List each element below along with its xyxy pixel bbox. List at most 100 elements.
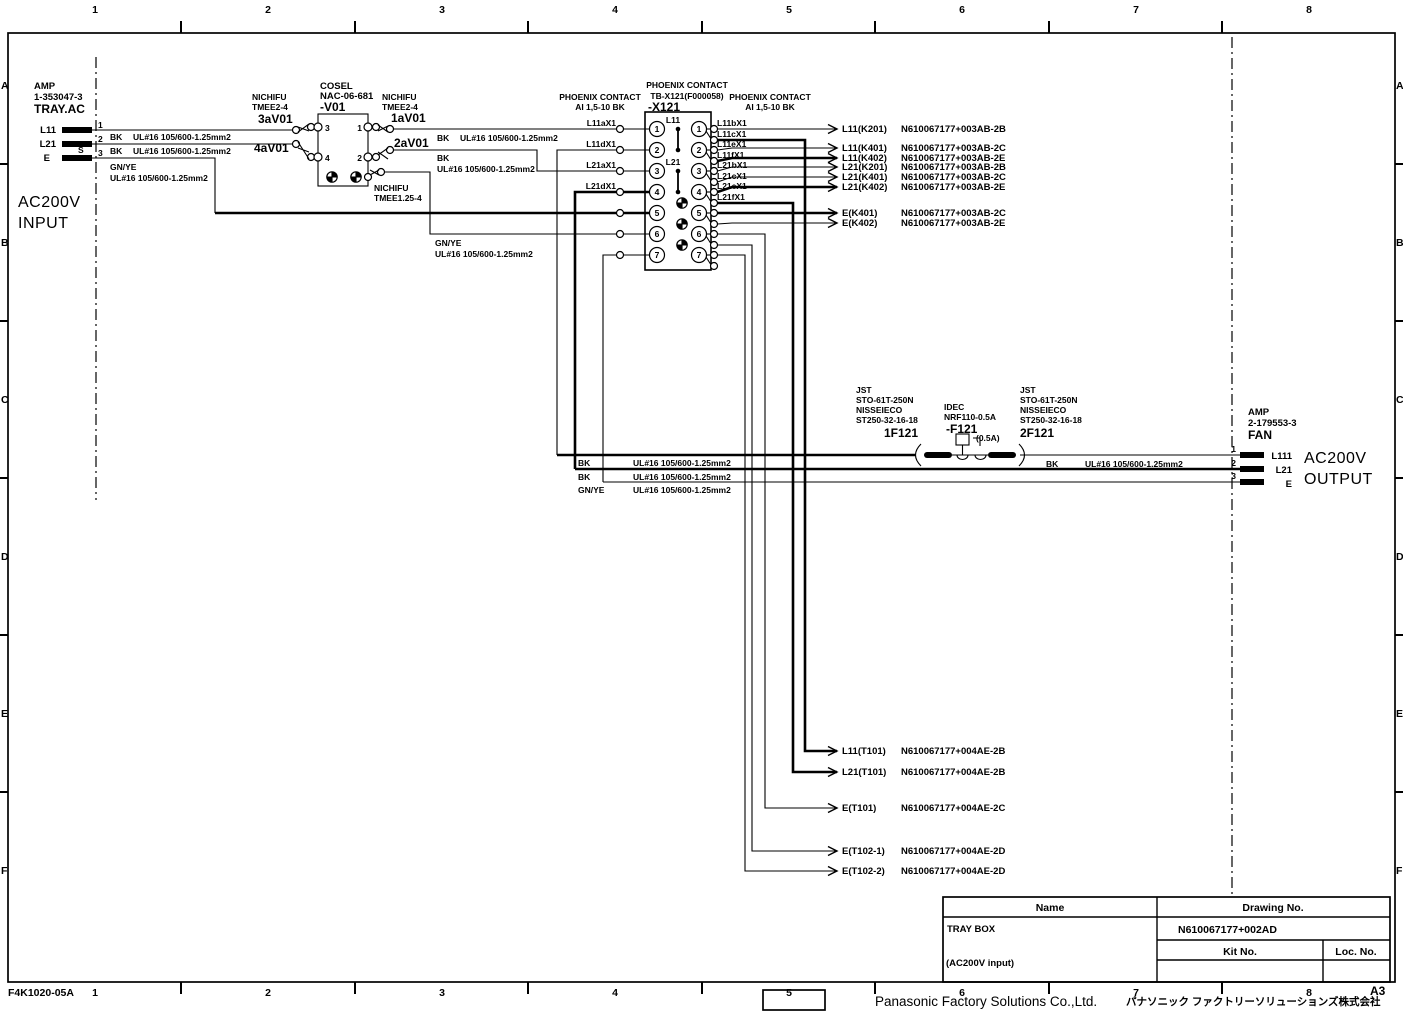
output-drawing-ref: N610067177+004AE-2B bbox=[901, 746, 1005, 757]
fan-signal: E bbox=[1286, 479, 1292, 490]
input-part: 1-353047-3 bbox=[34, 92, 83, 103]
column-label: 3 bbox=[439, 4, 445, 16]
column-label: 8 bbox=[1306, 987, 1312, 999]
column-ruler-top: 1 2 3 4 5 6 7 8 bbox=[92, 4, 1312, 16]
terminal-row: 7 7 bbox=[615, 246, 719, 271]
input-ref: TRAY.AC bbox=[34, 102, 85, 116]
terminal-number: 7 bbox=[655, 250, 660, 260]
output-drawing-ref: N610067177+003AB-2C bbox=[901, 208, 1006, 219]
title-name-note: (AC200V input) bbox=[946, 958, 1014, 969]
column-label: 7 bbox=[1133, 987, 1139, 999]
quick-disconnect-bar bbox=[988, 452, 1016, 458]
fan-mfr: AMP bbox=[1248, 407, 1270, 418]
output-signal: L21(K402) bbox=[842, 182, 887, 193]
input-pin-bar bbox=[62, 127, 92, 133]
jumper-label: L11 bbox=[666, 115, 680, 125]
filter-pin-number: 4 bbox=[325, 153, 330, 163]
ferrule-type-left: AI 1,5-10 BK bbox=[575, 102, 625, 112]
disconnect-ref-1F121: 1F121 bbox=[884, 426, 918, 440]
output-signal: E(T102-1) bbox=[842, 846, 885, 857]
input-voltage-line1: AC200V bbox=[18, 194, 81, 211]
title-loc-header: Loc. No. bbox=[1335, 946, 1376, 958]
output-wires-bottom: L11(T101) N610067177+004AE-2B L21(T101) … bbox=[717, 138, 1005, 877]
ferrule-labels-left: L11aX1 L11dX1 L21aX1 L21dX1 bbox=[586, 118, 617, 191]
terminal-block-headers: PHOENIX CONTACT AI 1,5-10 BK PHOENIX CON… bbox=[559, 80, 811, 114]
input-connector: AMP 1-353047-3 TRAY.AC L11 L21 E S 1 2 3… bbox=[18, 81, 103, 232]
wire-id-label: L11bX1 bbox=[717, 118, 747, 128]
row-label: B bbox=[1396, 237, 1403, 249]
disconnect-mfr2: NISSEIECO bbox=[856, 405, 903, 415]
column-label: 5 bbox=[786, 987, 792, 999]
fan-pin-bar bbox=[1240, 479, 1264, 485]
wire-color-label: BK bbox=[110, 146, 123, 156]
column-label: 4 bbox=[612, 987, 618, 999]
wire-color-label: GN/YE bbox=[435, 238, 462, 248]
terminal-row: 5 5 bbox=[615, 204, 719, 229]
input-signal: E bbox=[44, 153, 50, 164]
wire-spec-label: UL#16 105/600-1.25mm2 bbox=[437, 164, 535, 174]
output-drawing-ref: N610067177+004AE-2C bbox=[901, 803, 1005, 814]
wire-spec-label: UL#16 105/600-1.25mm2 bbox=[633, 458, 731, 468]
output-signal: L21(T101) bbox=[842, 767, 886, 778]
wire-spec-label: UL#16 105/600-1.25mm2 bbox=[133, 146, 231, 156]
column-label: 2 bbox=[265, 987, 271, 999]
output-signal: L21(K201) bbox=[842, 162, 887, 173]
output-voltage-line2: OUTPUT bbox=[1304, 471, 1373, 488]
output-voltage-line1: AC200V bbox=[1304, 450, 1367, 467]
disconnect-part: STO-61T-250N bbox=[856, 395, 913, 405]
input-pin-bar bbox=[62, 155, 92, 161]
row-label: F bbox=[1, 865, 8, 877]
terminal-row: 3 3 bbox=[615, 162, 719, 187]
wire-id-label: L11eX1 bbox=[717, 139, 747, 149]
crimp-type: TMEE2-4 bbox=[252, 102, 288, 112]
output-drawing-ref: N610067177+004AE-2D bbox=[901, 866, 1005, 877]
filter-pin-number: 1 bbox=[357, 123, 362, 133]
terminal-number: 2 bbox=[697, 145, 702, 155]
fan-connector: AMP 2-179553-3 FAN 1 2 3 L111 L21 E AC20… bbox=[1231, 407, 1373, 490]
output-signal: L11(K401) bbox=[842, 143, 887, 154]
row-label: C bbox=[1396, 394, 1403, 406]
company-name-jp: パナソニック ファクトリーソリューションズ株式会社 bbox=[1126, 995, 1381, 1008]
row-label: D bbox=[1396, 551, 1403, 563]
crimp-mfr: NICHIFU bbox=[252, 92, 286, 102]
ferrule-mfr-right: PHOENIX CONTACT bbox=[729, 92, 811, 102]
row-label: B bbox=[1, 237, 9, 249]
title-name-value: TRAY BOX bbox=[947, 924, 996, 935]
fan-pin-number: 3 bbox=[1231, 471, 1236, 481]
output-signal: E(K402) bbox=[842, 218, 877, 229]
column-label: 3 bbox=[439, 987, 445, 999]
fan-pin-bar bbox=[1240, 466, 1264, 472]
tb-mfr: PHOENIX CONTACT bbox=[646, 80, 728, 90]
output-drawing-ref: N610067177+003AB-2C bbox=[901, 172, 1006, 183]
disconnect-part: STO-61T-250N bbox=[1020, 395, 1077, 405]
crimp-type: TMEE1.25-4 bbox=[374, 193, 422, 203]
disconnect-part2: ST250-32-16-18 bbox=[856, 415, 918, 425]
title-drawing-number: N610067177+002AD bbox=[1178, 924, 1277, 936]
wire-id-label: L11cX1 bbox=[717, 129, 747, 139]
disconnect-part2: ST250-32-16-18 bbox=[1020, 415, 1082, 425]
output-wires-right: L11(K201) N610067177+003AB-2B L11(K401) … bbox=[717, 123, 1006, 229]
output-drawing-ref: N610067177+003AB-2B bbox=[901, 124, 1006, 135]
wire-color-label: BK bbox=[578, 472, 591, 482]
fan-pin-bar bbox=[1240, 452, 1264, 458]
row-label: A bbox=[1, 80, 9, 92]
output-signal: L11(T101) bbox=[842, 746, 886, 757]
input-pin-number: 1 bbox=[98, 120, 103, 130]
input-signal: L21 bbox=[40, 139, 57, 150]
wire-color-label: BK bbox=[1046, 459, 1059, 469]
column-label: 1 bbox=[92, 987, 98, 999]
wire-spec-label: UL#16 105/600-1.25mm2 bbox=[633, 485, 731, 495]
output-drawing-ref: N610067177+003AB-2B bbox=[901, 162, 1006, 173]
wire-color-label: BK bbox=[578, 458, 591, 468]
output-signal: L11(K201) bbox=[842, 124, 887, 135]
quick-disconnect-bar bbox=[924, 452, 952, 458]
ferrule-mfr-left: PHOENIX CONTACT bbox=[559, 92, 641, 102]
wire-spec-label: UL#16 105/600-1.25mm2 bbox=[633, 472, 731, 482]
wire-id-label: L21bX1 bbox=[717, 160, 748, 170]
wire-id-label: L21cX1 bbox=[717, 171, 747, 181]
terminal-number: 1 bbox=[697, 124, 702, 134]
input-mfr: AMP bbox=[34, 81, 56, 92]
row-label: D bbox=[1, 551, 9, 563]
input-wires: BK UL#16 105/600-1.25mm2 BK UL#16 105/60… bbox=[92, 129, 294, 213]
